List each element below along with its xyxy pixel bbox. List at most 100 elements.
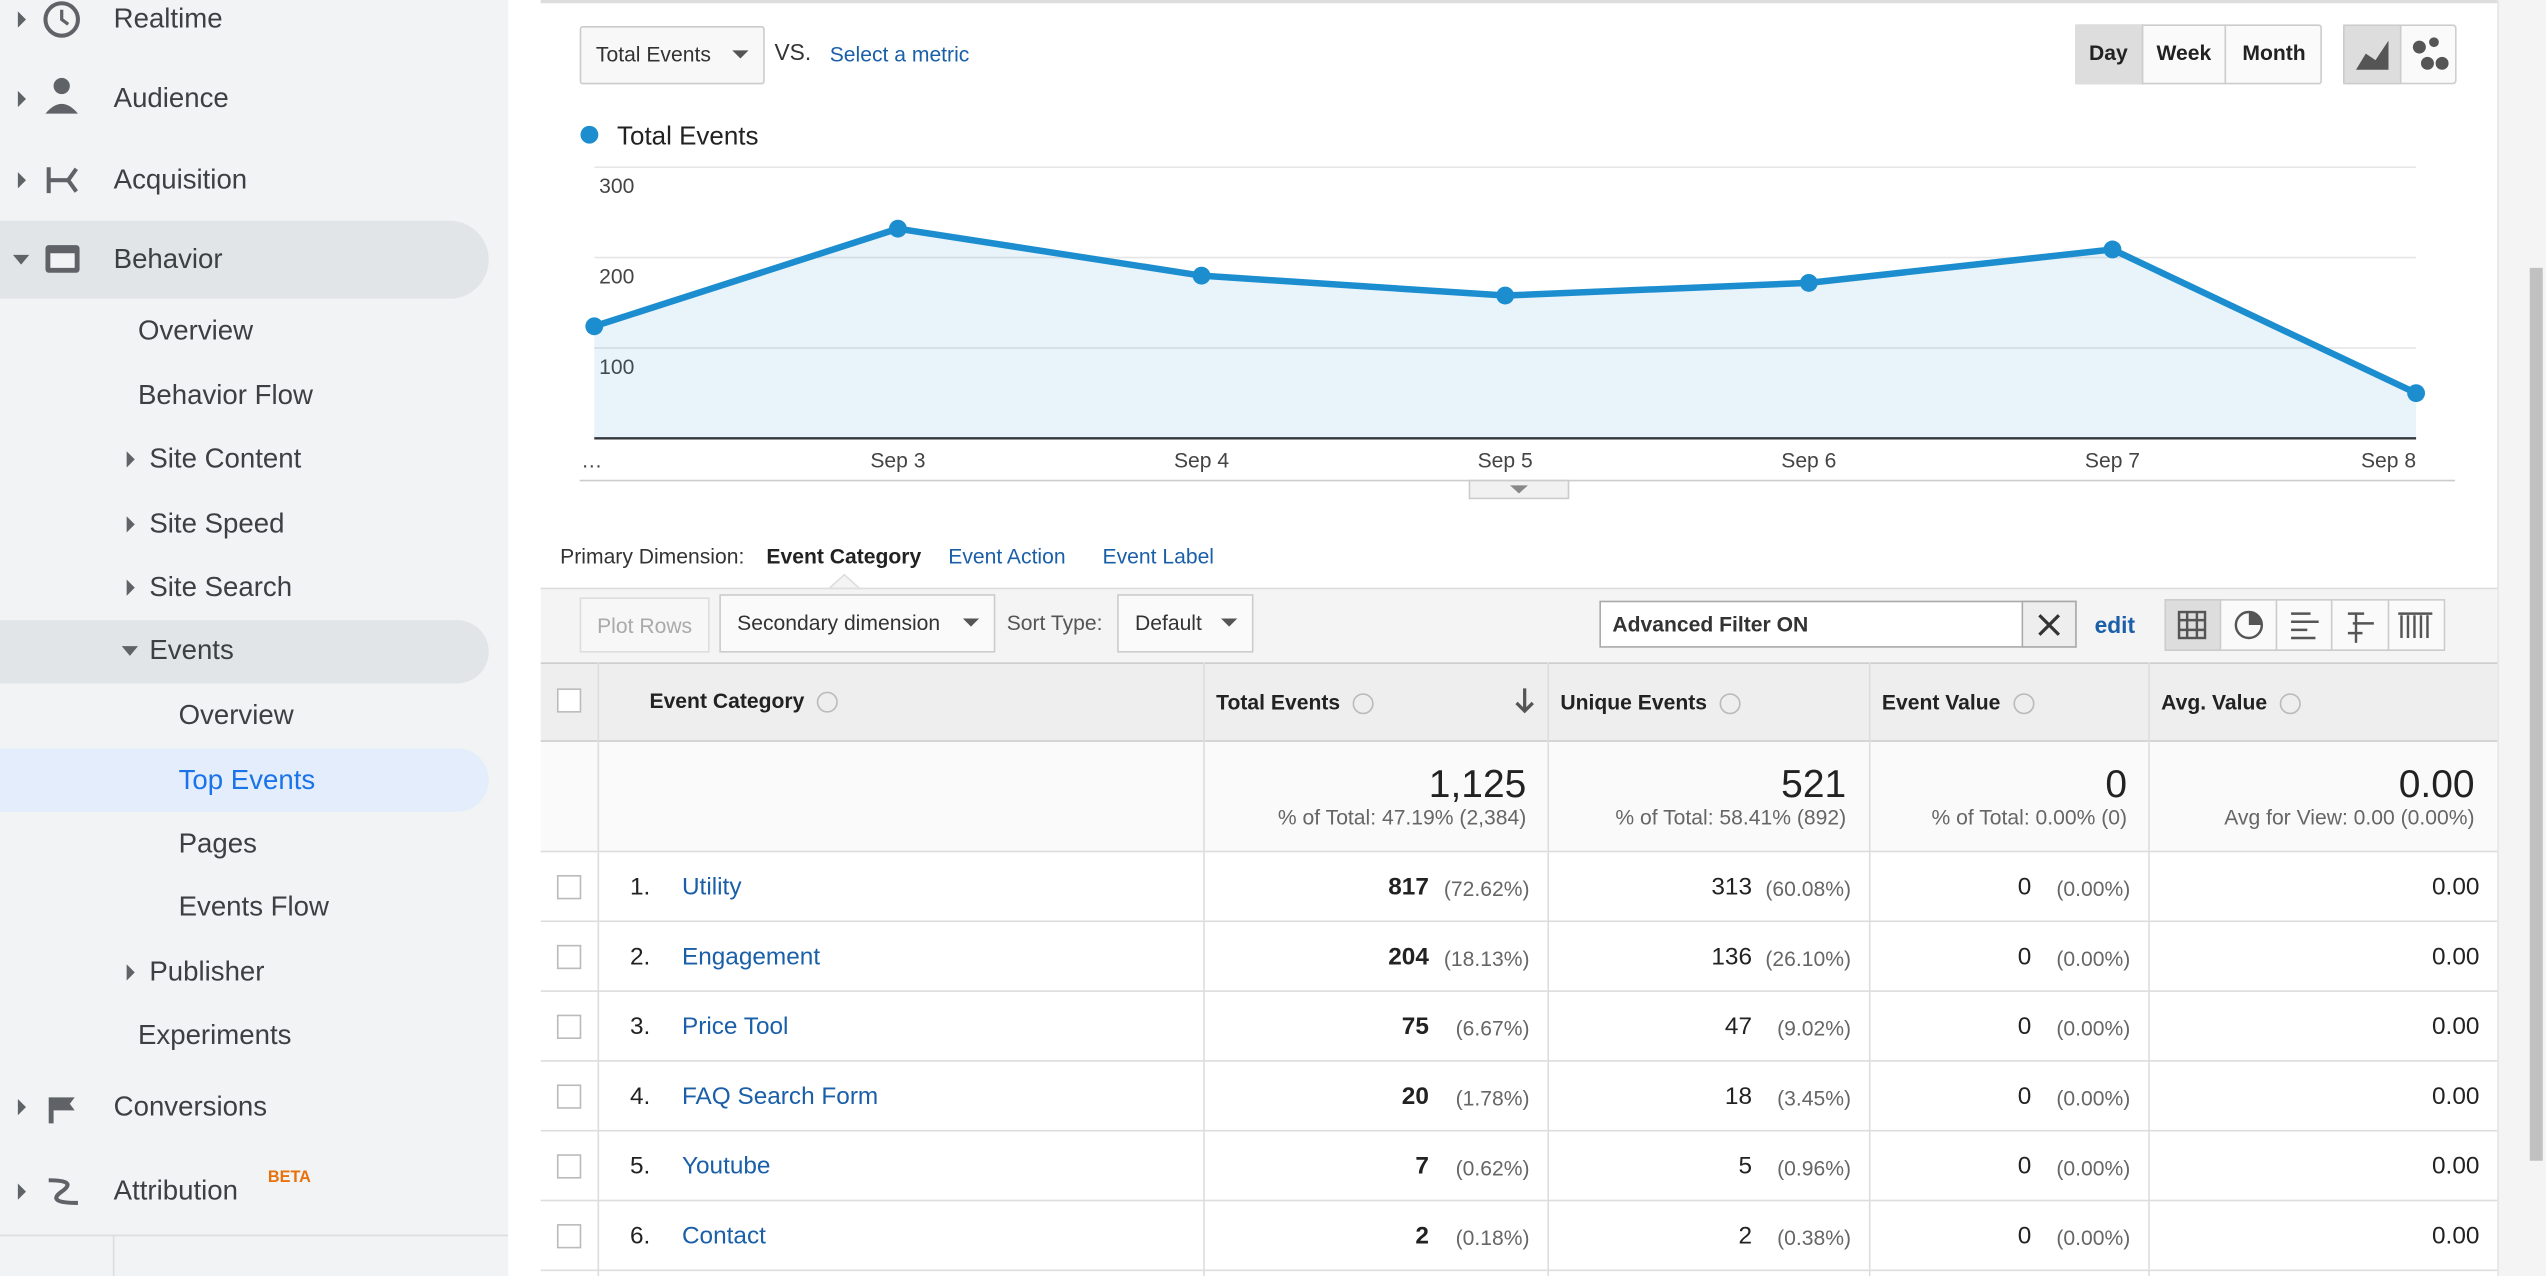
checkbox[interactable] — [556, 944, 582, 970]
select-metric[interactable]: Select a metric — [829, 42, 970, 67]
nav-realtime[interactable]: Realtime — [113, 3, 223, 35]
unique-percent: (0.38%) — [1777, 1225, 1852, 1251]
checkbox[interactable] — [556, 688, 582, 713]
column-divider — [597, 662, 600, 1276]
filter-edit[interactable]: edit — [2094, 612, 2136, 639]
column-header: Event Category — [649, 688, 839, 713]
metric-dropdown[interactable]: Total Events — [579, 25, 765, 85]
dropdown-arrow — [962, 618, 980, 627]
total-note: Avg for View: 0.00 (0.00%) — [2224, 805, 2475, 830]
period-month[interactable]: Month — [2226, 24, 2322, 84]
period-week[interactable]: Week — [2143, 24, 2227, 85]
rank: 3. — [630, 1013, 651, 1041]
dropdown-label: Secondary dimension — [737, 610, 941, 635]
checkbox[interactable] — [556, 1084, 582, 1109]
column-label[interactable]: Avg. Value — [2161, 689, 2268, 715]
rank: 6. — [630, 1222, 651, 1251]
active-group — [0, 620, 489, 684]
nav-item[interactable]: Pages — [178, 827, 257, 859]
value-percent: (0.00%) — [2056, 1225, 2131, 1251]
nav-item[interactable]: Overview — [178, 699, 294, 731]
total-events: 204 — [1388, 943, 1429, 971]
vs-label: VS. — [774, 38, 812, 65]
column-label[interactable]: Total Events — [1216, 689, 1341, 715]
table-row — [540, 852, 2498, 923]
nav-item[interactable]: Site Content — [149, 443, 302, 475]
unique-events: 313 — [1711, 873, 1752, 901]
area — [594, 228, 2417, 439]
help-icon[interactable] — [2280, 693, 2302, 715]
point — [2103, 240, 2122, 259]
checkbox[interactable] — [556, 1014, 582, 1039]
help-icon[interactable] — [1720, 693, 1742, 715]
category-link[interactable]: Utility — [681, 873, 742, 901]
category-link[interactable]: Contact — [681, 1222, 766, 1251]
nav-audience[interactable]: Audience — [113, 82, 229, 114]
filter-clear[interactable] — [2021, 600, 2077, 648]
nav-item[interactable]: Site Search — [149, 571, 293, 603]
nav-item[interactable]: Experiments — [138, 1019, 292, 1051]
column-label[interactable]: Event Category — [649, 688, 805, 713]
checkbox[interactable] — [556, 875, 582, 900]
filter-text: Advanced Filter ON — [1612, 612, 1809, 637]
plot-rows-button[interactable]: Plot Rows — [579, 597, 710, 653]
total-note: % of Total: 47.19% (2,384) — [1277, 805, 1527, 830]
nav-item-active[interactable]: Top Events — [178, 764, 316, 796]
column-label[interactable]: Unique Events — [1560, 689, 1708, 715]
avg-value: 0.00 — [2432, 1082, 2480, 1111]
nav-item[interactable]: Events Flow — [178, 891, 329, 923]
sort-type-dropdown[interactable]: Default — [1117, 594, 1254, 653]
column-header: Total Events — [1216, 689, 1375, 715]
column-header: Event Value — [1881, 689, 2035, 715]
help-icon[interactable] — [2013, 693, 2035, 715]
nav-item[interactable]: Events — [149, 634, 234, 666]
nav-item[interactable]: Publisher — [149, 956, 265, 988]
nav-behavior[interactable]: Behavior — [113, 243, 223, 275]
event-value: 0 — [2017, 943, 2032, 971]
dropdown-arrow — [1221, 618, 1238, 627]
category-link[interactable]: Engagement — [681, 943, 821, 971]
unique-events: 2 — [1738, 1222, 1752, 1251]
sort-icon — [1515, 688, 1534, 714]
category-link[interactable]: Youtube — [681, 1152, 771, 1181]
dropdown-label: Default — [1134, 610, 1202, 635]
total-events: 75 — [1401, 1013, 1429, 1041]
scrollbar-thumb[interactable] — [2529, 267, 2543, 1161]
help-icon[interactable] — [817, 691, 839, 713]
nav-acquisition[interactable]: Acquisition — [113, 163, 248, 195]
dimension-active[interactable]: Event Category — [766, 543, 922, 569]
x-tick-label: Sep 5 — [1478, 450, 1533, 473]
view-toggle[interactable] — [2164, 599, 2446, 651]
period-day[interactable]: Day — [2075, 24, 2144, 85]
unique-percent: (3.45%) — [1777, 1086, 1852, 1111]
category-link[interactable]: FAQ Search Form — [681, 1082, 879, 1111]
point — [585, 317, 604, 336]
nav-conversions[interactable]: Conversions — [113, 1090, 268, 1122]
nav-item[interactable]: Site Speed — [149, 508, 285, 539]
active-item — [0, 748, 489, 812]
button-label: Plot Rows — [597, 613, 693, 639]
chart-type-toggle[interactable] — [2343, 24, 2457, 85]
checkbox[interactable] — [556, 1154, 582, 1179]
event-value: 0 — [2017, 1082, 2032, 1111]
active-section — [0, 220, 489, 299]
beta-badge: BETA — [267, 1168, 311, 1187]
nav-item[interactable]: Behavior Flow — [138, 379, 313, 411]
category-link[interactable]: Price Tool — [681, 1013, 789, 1041]
nav-item[interactable]: Overview — [138, 314, 254, 346]
help-icon[interactable] — [1353, 693, 1375, 715]
period-label: Month — [2242, 40, 2306, 65]
period-label: Day — [2089, 40, 2128, 65]
dimension-option[interactable]: Event Label — [1102, 543, 1215, 569]
column-label[interactable]: Event Value — [1881, 689, 2001, 715]
column-header: Unique Events — [1560, 689, 1742, 715]
secondary-dimension[interactable]: Secondary dimension — [719, 594, 996, 653]
y-tick-label: 200 — [599, 266, 634, 289]
legend-label: Total Events — [617, 120, 758, 150]
filter-input[interactable]: Advanced Filter ON — [1599, 600, 2077, 648]
nav-attribution[interactable]: Attribution — [113, 1175, 238, 1207]
total-percent: (72.62%) — [1443, 876, 1530, 901]
dimension-option[interactable]: Event Action — [948, 543, 1066, 569]
checkbox[interactable] — [556, 1224, 582, 1249]
rank: 4. — [630, 1082, 651, 1111]
